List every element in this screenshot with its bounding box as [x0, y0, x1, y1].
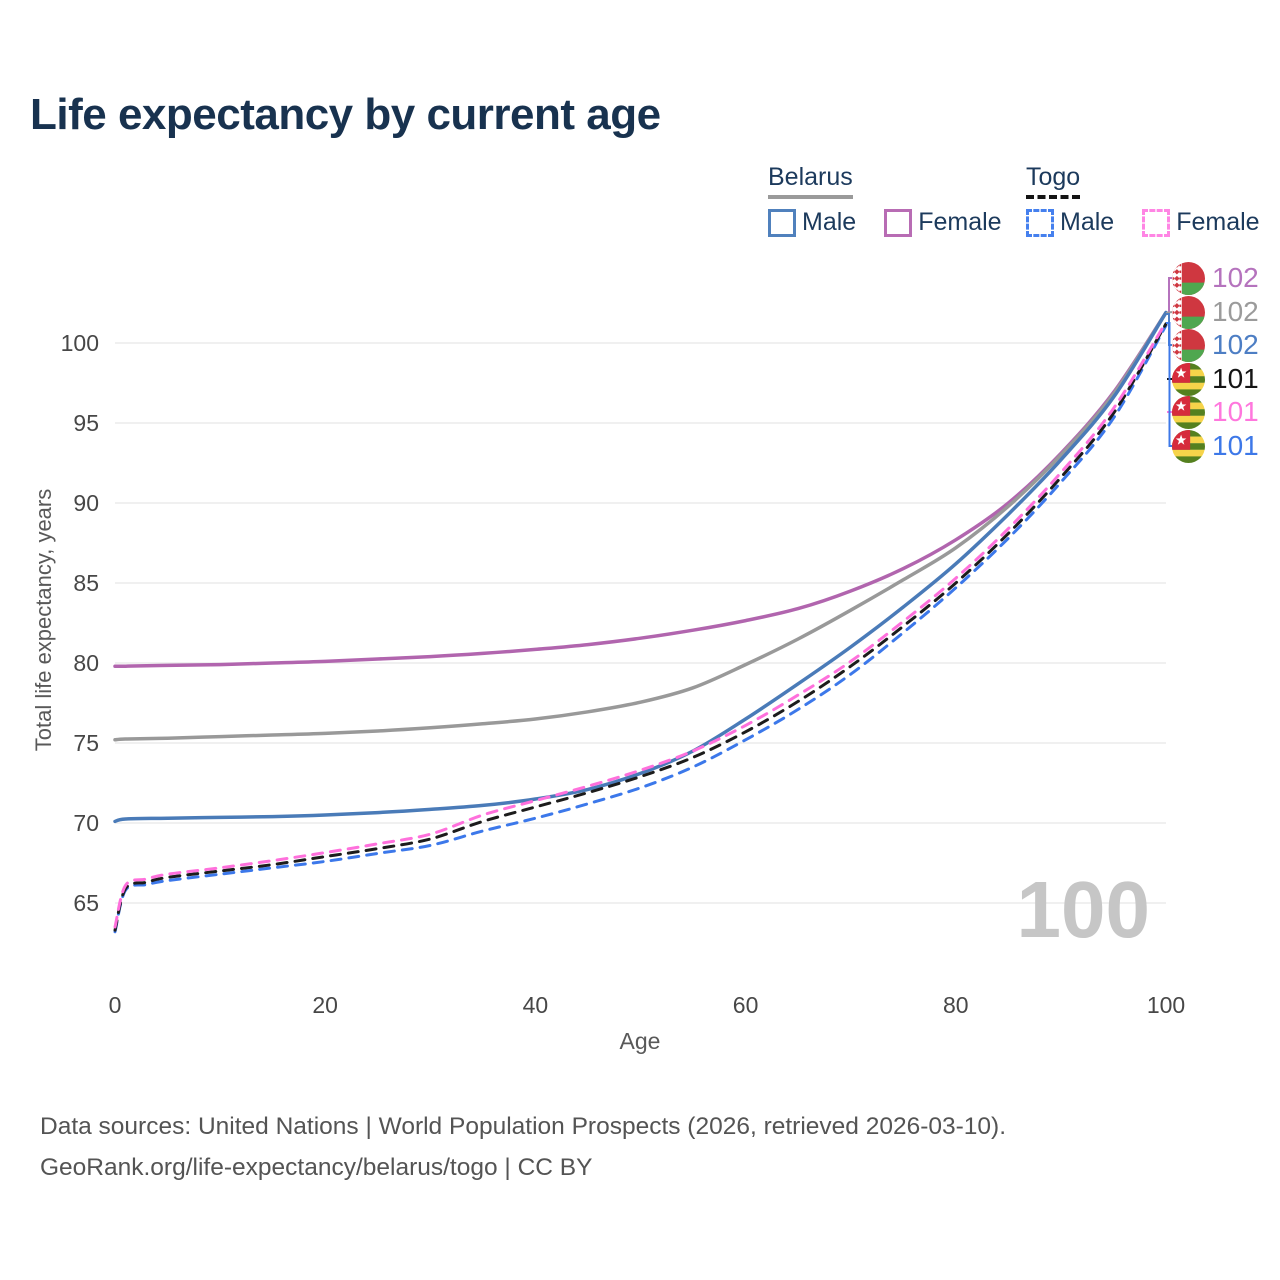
- y-tick-label: 65: [73, 890, 99, 916]
- end-value-label: 101: [1212, 430, 1259, 461]
- belarus-male-swatch-icon: [768, 208, 796, 237]
- legend-group-belarus: Belarus Male Female: [768, 163, 1024, 237]
- end-label-connector: [1165, 311, 1173, 314]
- series-line-togo-female[interactable]: [113, 320, 1168, 929]
- attribution-link[interactable]: GeoRank.org/life-expectancy/belarus/togo…: [40, 1154, 593, 1181]
- series-line-togo-male[interactable]: [113, 323, 1168, 934]
- data-source-text: Data sources: United Nations | World Pop…: [40, 1113, 1007, 1140]
- x-axis-title: Age: [619, 1028, 661, 1054]
- end-value-label: 102: [1212, 329, 1259, 360]
- end-label-connector: [1166, 322, 1172, 447]
- x-tick-label: 60: [733, 992, 759, 1018]
- x-tick-label: 40: [523, 992, 549, 1018]
- series-line-belarus-male[interactable]: [113, 310, 1168, 824]
- year-watermark: 100: [1016, 865, 1150, 954]
- togo-flag-icon: [1172, 395, 1205, 429]
- belarus-flag-icon: [1172, 261, 1205, 295]
- y-tick-label: 85: [73, 570, 99, 596]
- legend-item-label: Female: [1176, 208, 1260, 236]
- end-label-togo-4: 101: [1172, 395, 1259, 429]
- legend-country-togo[interactable]: Togo: [1026, 163, 1081, 199]
- legend-item-togo-male[interactable]: Male: [1026, 208, 1114, 237]
- x-tick-label: 100: [1147, 992, 1185, 1018]
- x-tick-label: 20: [312, 992, 338, 1018]
- y-tick-label: 75: [73, 730, 99, 756]
- page-title: Life expectancy by current age: [30, 90, 661, 139]
- footer: Data sources: United Nations | World Pop…: [40, 1106, 1006, 1188]
- y-tick-label: 70: [73, 810, 99, 836]
- togo-flag-icon: [1172, 362, 1205, 396]
- end-value-label: 102: [1212, 262, 1259, 293]
- series-line-togo-both[interactable]: [113, 322, 1168, 932]
- togo-flag-icon: [1172, 429, 1205, 463]
- togo-male-swatch-icon: [1026, 208, 1054, 237]
- legend-item-belarus-male[interactable]: Male: [768, 208, 856, 237]
- y-tick-label: 80: [73, 650, 99, 676]
- end-label-belarus-2: 102: [1172, 328, 1259, 362]
- end-label-togo-3: 101: [1172, 362, 1259, 396]
- y-tick-label: 95: [73, 410, 99, 436]
- belarus-flag-icon: [1172, 295, 1205, 329]
- legend-item-belarus-female[interactable]: Female: [884, 208, 1002, 237]
- end-label-belarus-0: 102: [1172, 261, 1259, 295]
- belarus-female-swatch-icon: [884, 208, 913, 237]
- y-axis-title: Total life expectancy, years: [31, 488, 56, 752]
- end-label-togo-5: 101: [1172, 429, 1259, 463]
- x-tick-label: 0: [109, 992, 122, 1018]
- legend-item-label: Female: [918, 208, 1002, 236]
- belarus-flag-icon: [1172, 328, 1205, 362]
- legend-country-belarus[interactable]: Belarus: [768, 163, 853, 199]
- end-label-belarus-1: 102: [1172, 295, 1259, 329]
- legend-item-label: Male: [1060, 208, 1115, 236]
- series-line-belarus-both[interactable]: [113, 310, 1168, 742]
- y-tick-label: 90: [73, 490, 99, 516]
- legend-item-label: Male: [802, 208, 857, 236]
- series-line-belarus-female[interactable]: [113, 310, 1168, 668]
- y-tick-label: 100: [61, 330, 99, 356]
- end-value-label: 102: [1212, 296, 1259, 327]
- x-tick-label: 80: [943, 992, 969, 1018]
- legend-group-togo: Togo Male Female: [1026, 163, 1280, 237]
- end-value-label: 101: [1212, 396, 1259, 427]
- legend-item-togo-female[interactable]: Female: [1142, 208, 1260, 237]
- end-value-label: 101: [1212, 363, 1259, 394]
- togo-female-swatch-icon: [1142, 208, 1171, 237]
